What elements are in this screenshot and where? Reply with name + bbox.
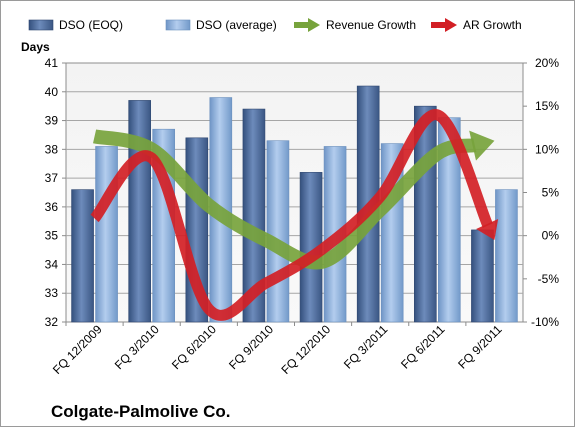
legend-arrow-icon [308, 18, 320, 32]
legend: DSO (EOQ) DSO (average) Revenue Growth AR G… [28, 18, 522, 32]
y-tick-label: 35 [45, 229, 59, 243]
y-tick-label: 39 [45, 114, 59, 128]
y2-tick-label: 0% [542, 229, 560, 243]
bar-dso-eoq [471, 229, 494, 323]
y-tick-label: 32 [45, 315, 59, 329]
x-axis-ticks: FQ 12/2009 FQ 3/2010 FQ 6/2010 FQ 9/2010 FQ … [50, 322, 505, 377]
y-tick-label: 36 [45, 200, 59, 214]
x-tick-label: FQ 6/2011 [398, 322, 448, 372]
y2-tick-label: 15% [535, 99, 559, 113]
y2-tick-label: 20% [535, 56, 559, 70]
y-tick-label: 38 [45, 142, 59, 156]
x-tick-label: FQ 9/2011 [455, 322, 505, 372]
x-tick-label: FQ 3/2011 [341, 322, 391, 372]
y-axis-label: Days [21, 40, 50, 54]
lines [90, 109, 499, 321]
legend-swatch-dso-eoq [28, 19, 54, 31]
y2-tick-label: -10% [531, 315, 559, 329]
secondary-y-axis-ticks: -10% -5% 0% 5% 10% 15% 20% [523, 56, 559, 329]
company-caption: Colgate-Palmolive Co. [51, 402, 230, 421]
bar-dso-average [266, 140, 290, 323]
y-tick-label: 37 [45, 171, 59, 185]
bar-dso-eoq [242, 108, 266, 323]
arrowhead-revenue-growth [469, 130, 495, 161]
y-tick-label: 40 [45, 85, 59, 99]
y2-tick-label: -5% [538, 272, 560, 286]
legend-swatch-dso-average [165, 19, 191, 31]
bar-dso-eoq [71, 189, 94, 323]
bar-dso-average [95, 146, 118, 323]
x-tick-label: FQ 9/2010 [226, 322, 276, 372]
legend-arrow-icon [445, 18, 457, 32]
x-tick-label: FQ 12/2009 [50, 322, 105, 377]
y2-tick-label: 10% [535, 142, 559, 156]
y-tick-label: 34 [45, 257, 59, 271]
line-ar-growth [90, 109, 493, 321]
y-tick-label: 41 [45, 56, 59, 70]
x-tick-label: FQ 12/2010 [278, 322, 333, 377]
arrowhead-ar-growth [476, 218, 499, 240]
bar-dso-average [438, 117, 461, 323]
line-revenue-growth [93, 129, 477, 270]
bar-dso-eoq [128, 100, 151, 323]
legend-label: AR Growth [463, 18, 522, 32]
y-tick-label: 33 [45, 286, 59, 300]
legend-label: DSO (EOQ) [59, 18, 123, 32]
x-tick-label: FQ 6/2010 [169, 322, 219, 372]
y2-tick-label: 5% [542, 186, 560, 200]
y-axis-ticks: 32 33 34 35 36 37 38 39 40 41 [45, 56, 66, 329]
bar-dso-average [495, 189, 518, 323]
legend-label: DSO (average) [196, 18, 277, 32]
legend-label: Revenue Growth [326, 18, 416, 32]
x-tick-label: FQ 3/2010 [112, 322, 162, 372]
